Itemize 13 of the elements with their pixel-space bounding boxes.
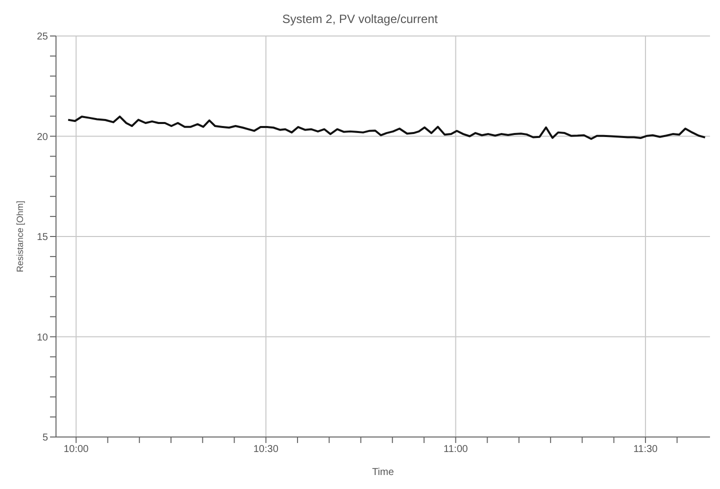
y-tick-label: 20 bbox=[36, 132, 48, 143]
line-series bbox=[67, 116, 706, 140]
x-axis-title: Time bbox=[372, 467, 394, 478]
y-tick-label: 25 bbox=[36, 32, 48, 43]
y-axis-title: Resistance [Ohm] bbox=[15, 200, 26, 272]
y-tick-label: 15 bbox=[36, 232, 48, 244]
x-tick-label: 11:30 bbox=[633, 444, 658, 456]
x-tick-label: 10:30 bbox=[253, 444, 279, 456]
chart-title: System 2, PV voltage/current bbox=[281, 12, 439, 26]
x-tick-label: 11:00 bbox=[444, 444, 468, 456]
y-tick-label: 10 bbox=[36, 332, 48, 344]
x-tick-label: 10:00 bbox=[64, 444, 90, 456]
y-tick-label: 5 bbox=[42, 432, 48, 444]
